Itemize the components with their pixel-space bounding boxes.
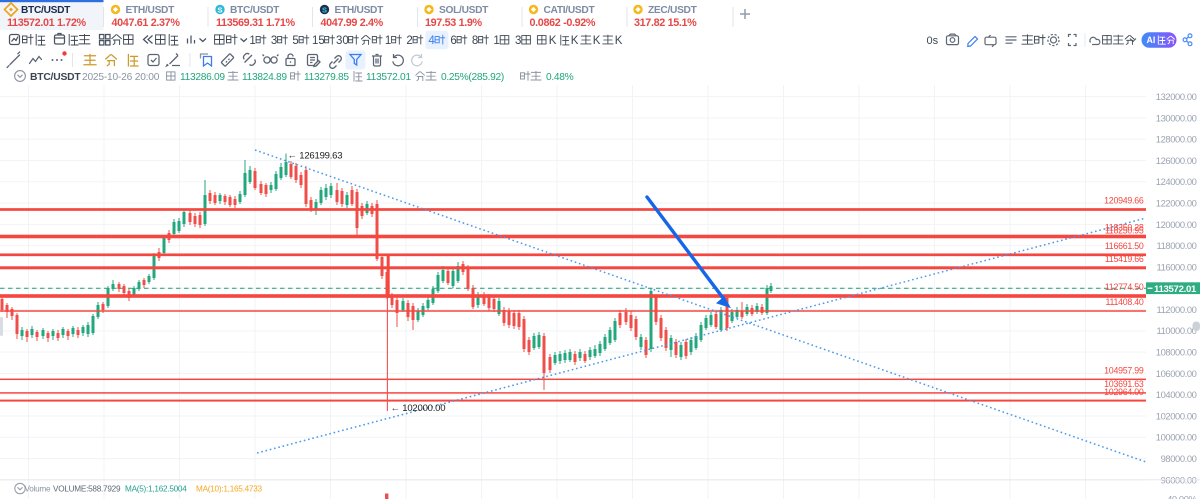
svg-text:104957.99: 104957.99 (1104, 366, 1144, 376)
svg-text:115419.66: 115419.66 (1105, 254, 1144, 264)
svg-text:1: 1 (493, 35, 499, 47)
svg-text:113279.85: 113279.85 (304, 72, 349, 83)
svg-text:130000.00: 130000.00 (1156, 112, 1197, 123)
svg-text:106000.00: 106000.00 (1156, 368, 1197, 379)
svg-text:112774.50: 112774.50 (1105, 282, 1144, 292)
svg-text:120000.00: 120000.00 (1156, 219, 1197, 230)
svg-text:3: 3 (271, 35, 277, 47)
svg-text:K: K (571, 35, 579, 47)
svg-text:1: 1 (249, 35, 255, 47)
svg-text:0.25%(285.92): 0.25%(285.92) (441, 72, 504, 83)
svg-text:0.48%: 0.48% (546, 72, 574, 83)
svg-text:K: K (593, 35, 601, 47)
svg-text:3: 3 (515, 35, 521, 47)
svg-text:← 126199.63: ← 126199.63 (288, 151, 343, 162)
svg-text:4047.61 2.37%: 4047.61 2.37% (112, 17, 181, 29)
svg-text:102000.00: 102000.00 (1156, 410, 1197, 421)
svg-text:K: K (615, 35, 623, 47)
svg-text:126000.00: 126000.00 (1156, 155, 1197, 166)
svg-text:110000.00: 110000.00 (1156, 325, 1196, 336)
svg-text:ETH/USDT: ETH/USDT (335, 5, 385, 16)
svg-text:100000.00: 100000.00 (1156, 432, 1197, 443)
svg-text:102964.00: 102964.00 (1104, 387, 1144, 397)
svg-text:112000.00: 112000.00 (1156, 304, 1196, 315)
svg-text:132000.00: 132000.00 (1156, 91, 1197, 102)
svg-text:ETH/USDT: ETH/USDT (126, 5, 176, 16)
svg-text:K: K (549, 35, 557, 47)
svg-text:108000.00: 108000.00 (1156, 347, 1197, 358)
svg-text:30: 30 (336, 35, 349, 47)
svg-text:VOLUME:588.7929: VOLUME:588.7929 (53, 485, 121, 494)
svg-text:124000.00: 124000.00 (1156, 176, 1197, 187)
svg-text:0s: 0s (927, 35, 939, 47)
svg-text:BTC/USDT: BTC/USDT (21, 5, 71, 16)
svg-text:CATI/USDT: CATI/USDT (544, 5, 596, 16)
svg-text:4047.99 2.4%: 4047.99 2.4% (321, 17, 384, 29)
svg-text:317.82 15.1%: 317.82 15.1% (634, 17, 697, 29)
svg-text:15: 15 (312, 35, 325, 47)
svg-text:113572.01 1.72%: 113572.01 1.72% (7, 17, 87, 29)
svg-text:MA(5):1,162.5004: MA(5):1,162.5004 (125, 485, 187, 494)
svg-text:113286.09: 113286.09 (180, 72, 225, 83)
svg-text:0.0862 -0.92%: 0.0862 -0.92% (530, 17, 596, 29)
svg-text:AI: AI (1147, 35, 1156, 45)
svg-text:Volume: Volume (25, 485, 52, 494)
svg-text:120949.66: 120949.66 (1104, 196, 1144, 206)
svg-text:ZEC/USDT: ZEC/USDT (648, 5, 698, 16)
svg-text:8: 8 (472, 35, 478, 47)
svg-text:2025-10-26 20:00: 2025-10-26 20:00 (82, 72, 160, 83)
svg-text:98000.00: 98000.00 (1161, 453, 1197, 464)
svg-text:SOL/USDT: SOL/USDT (439, 5, 489, 16)
svg-text:111408.40: 111408.40 (1105, 297, 1143, 307)
svg-text:S: S (217, 5, 222, 14)
svg-text:118350.28: 118350.28 (1105, 223, 1144, 233)
svg-text:113824.89: 113824.89 (242, 72, 287, 83)
svg-text:118000.00: 118000.00 (1156, 240, 1196, 251)
svg-text:BTC/USDT: BTC/USDT (230, 5, 280, 16)
svg-text:104000.00: 104000.00 (1156, 389, 1197, 400)
svg-text:← 102000.00: ← 102000.00 (391, 403, 446, 414)
svg-text:S: S (322, 5, 327, 14)
svg-text:BTC/USDT: BTC/USDT (30, 72, 81, 83)
svg-text:118250.95: 118250.95 (1105, 226, 1144, 236)
svg-text:116661.50: 116661.50 (1105, 241, 1144, 251)
svg-text:4: 4 (428, 35, 435, 47)
svg-text:197.53 1.9%: 197.53 1.9% (425, 17, 483, 29)
svg-text:6: 6 (450, 35, 456, 47)
svg-text:40.00%: 40.00% (1167, 494, 1196, 499)
svg-text:113572.01: 113572.01 (1154, 284, 1197, 295)
svg-text:116000.00: 116000.00 (1156, 261, 1196, 272)
svg-text:113569.31 1.71%: 113569.31 1.71% (216, 17, 296, 29)
svg-text:122000.00: 122000.00 (1156, 198, 1197, 209)
svg-text:113572.01: 113572.01 (366, 72, 411, 83)
svg-text:1: 1 (385, 35, 391, 47)
svg-text:MA(10):1,165.4733: MA(10):1,165.4733 (196, 485, 263, 494)
svg-text:5: 5 (292, 35, 298, 47)
svg-text:2: 2 (406, 35, 412, 47)
svg-text:128000.00: 128000.00 (1156, 134, 1197, 145)
svg-text:103691.63: 103691.63 (1104, 379, 1144, 389)
